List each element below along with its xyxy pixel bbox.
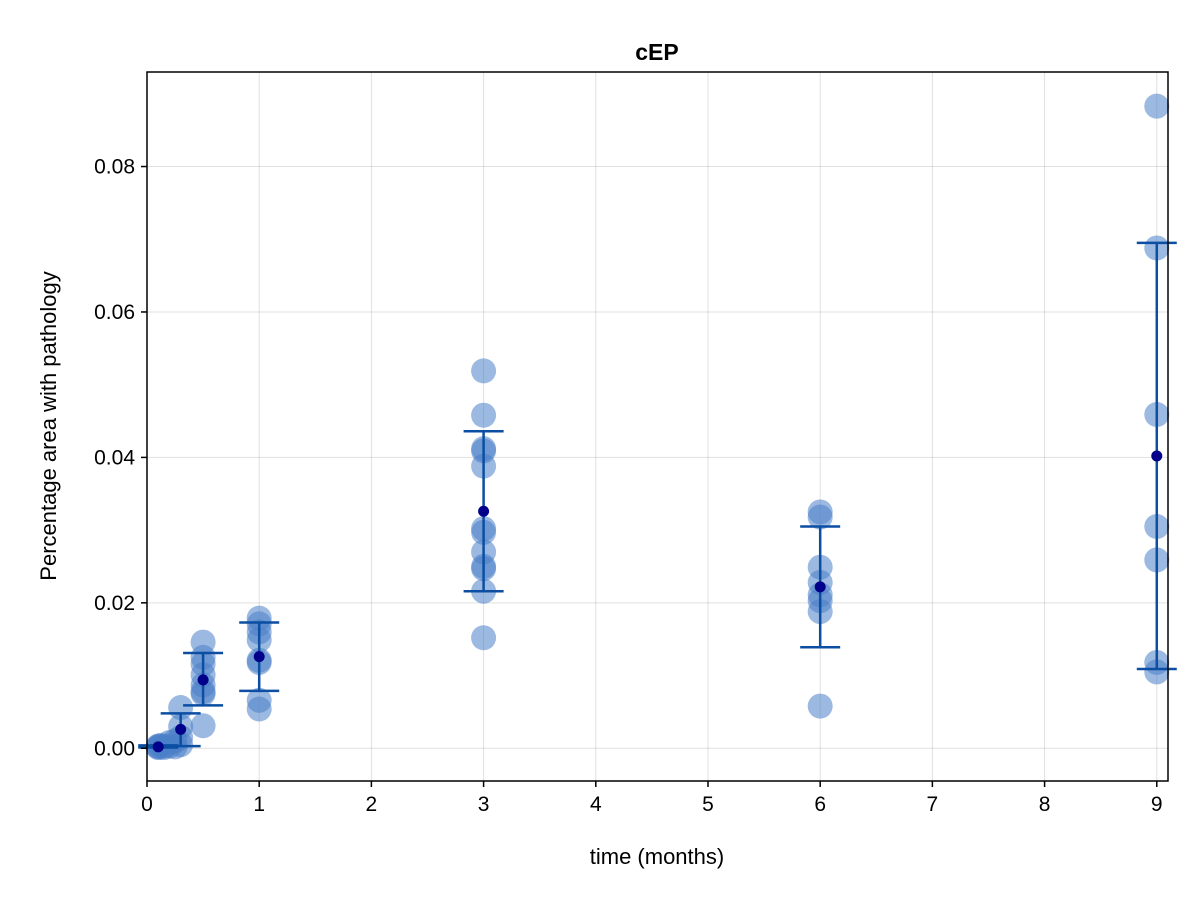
- data-point: [246, 696, 272, 722]
- x-tick-label: 3: [478, 793, 490, 816]
- y-tick-label: 0.02: [94, 592, 135, 615]
- x-tick-label: 5: [702, 793, 714, 816]
- mean-marker: [253, 651, 265, 663]
- data-point: [471, 625, 497, 651]
- plot-frame: [146, 71, 1169, 782]
- x-axis-label: time (months): [590, 844, 724, 869]
- data-point: [807, 504, 833, 530]
- x-axis-ticks: 0 1 2 3 4 5 6 7 8 9: [141, 781, 1163, 816]
- x-tick-label: 7: [927, 793, 939, 816]
- mean-marker: [1151, 450, 1163, 462]
- y-tick-label: 0.04: [94, 446, 135, 469]
- data-point: [1144, 93, 1170, 119]
- x-tick-label: 4: [590, 793, 602, 816]
- data-point: [807, 693, 833, 719]
- data-point: [190, 713, 216, 739]
- data-points: [145, 93, 1170, 761]
- data-point: [1144, 659, 1170, 685]
- y-tick-label: 0.00: [94, 737, 135, 760]
- y-tick-label: 0.08: [94, 156, 135, 179]
- data-point: [471, 358, 497, 384]
- x-tick-label: 9: [1151, 793, 1163, 816]
- mean-marker: [814, 581, 826, 593]
- mean-marker: [478, 505, 490, 517]
- mean-markers: [152, 450, 1163, 753]
- x-tick-label: 1: [253, 793, 265, 816]
- x-tick-label: 0: [141, 793, 153, 816]
- y-axis-ticks: 0.00 0.02 0.04 0.06 0.08: [94, 156, 147, 760]
- mean-marker: [197, 674, 209, 686]
- chart-title: cEP: [635, 39, 678, 65]
- error-bars: [138, 241, 1177, 749]
- x-tick-label: 2: [366, 793, 378, 816]
- x-tick-label: 8: [1039, 793, 1051, 816]
- y-tick-label: 0.06: [94, 301, 135, 324]
- grid-lines: [146, 72, 1168, 781]
- y-axis-label: Percentage area with pathology: [36, 271, 61, 580]
- data-point: [471, 402, 497, 428]
- mean-marker: [175, 723, 187, 735]
- x-tick-label: 6: [814, 793, 826, 816]
- mean-marker: [152, 741, 164, 753]
